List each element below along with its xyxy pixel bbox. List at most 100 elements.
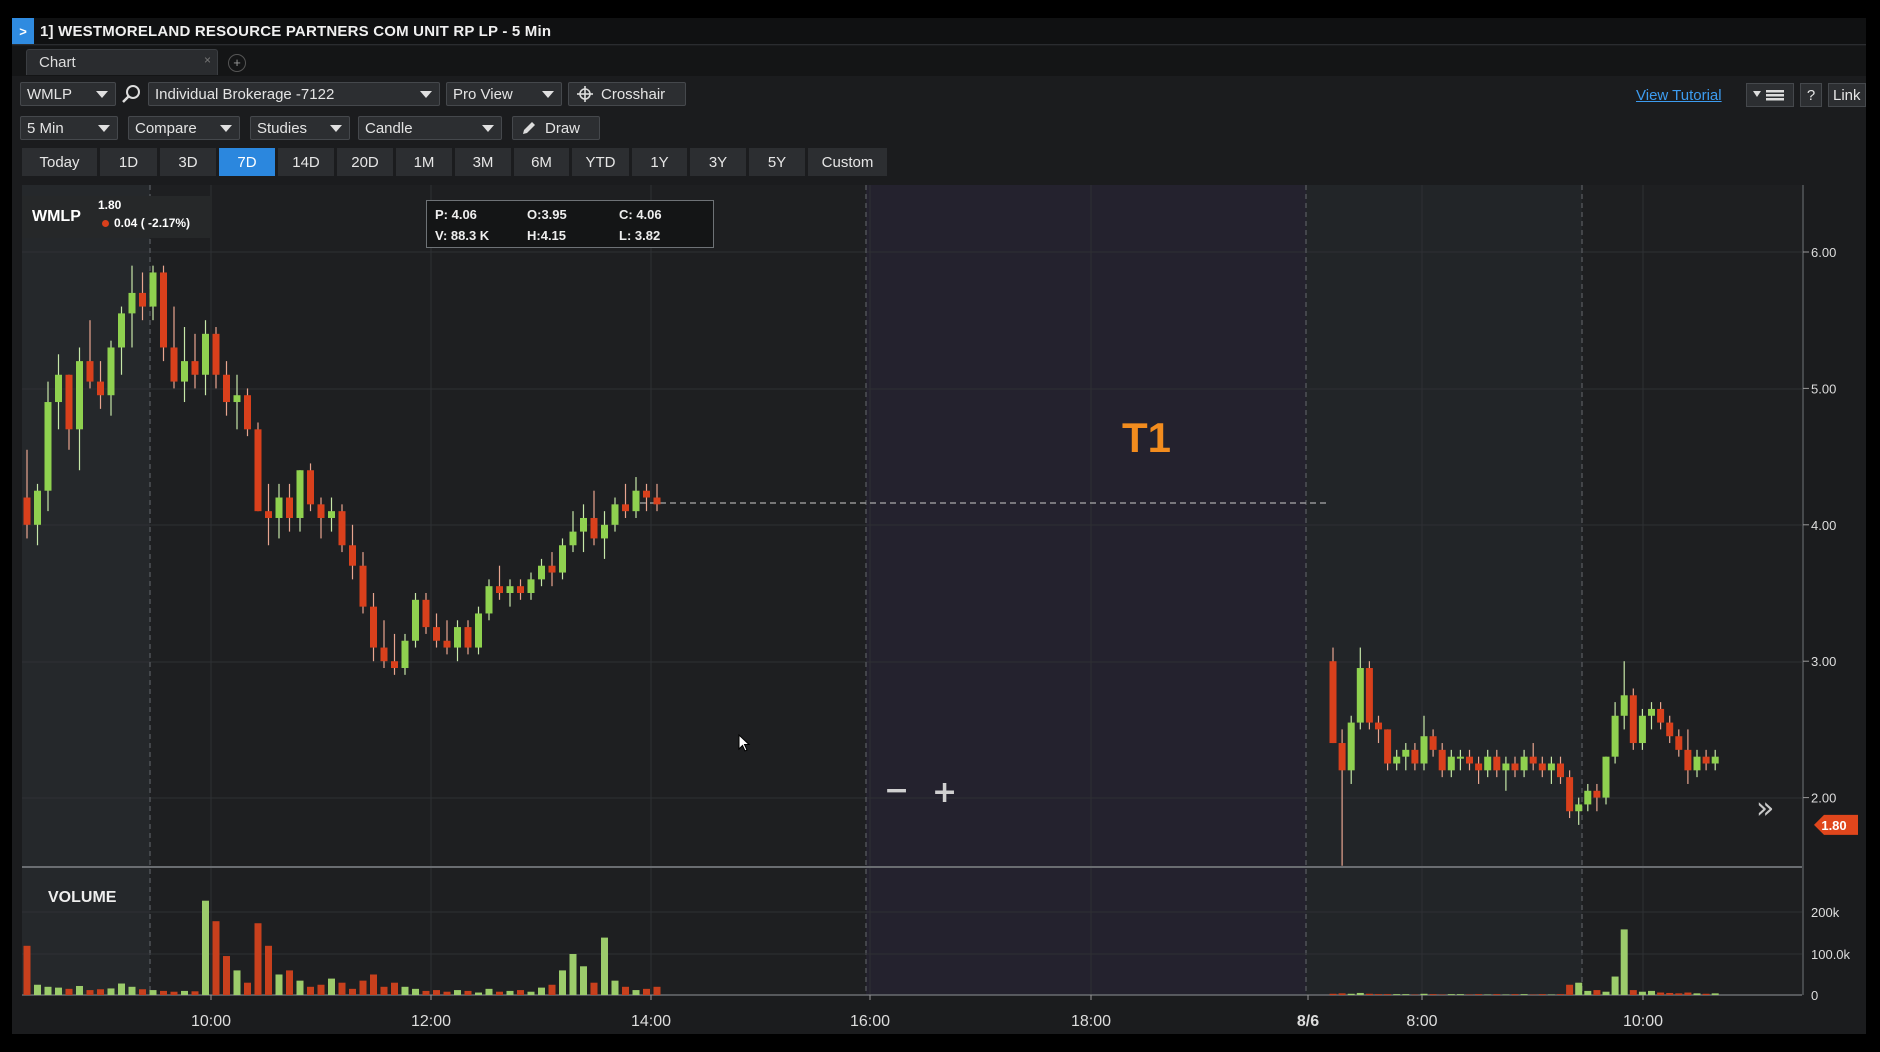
zoom-out-icon[interactable]: − [884,773,909,808]
ohlc-close: C: 4.06 [619,207,662,222]
view-value: Pro View [453,85,513,103]
candle-volume-bar [1648,990,1655,995]
candle-volume-bar [496,991,503,995]
candle-volume-bar [422,990,430,995]
candle-body [1638,715,1646,744]
interval-select[interactable]: 5 Min [20,116,118,140]
draw-button[interactable]: Draw [512,116,600,140]
candle-body [286,497,293,518]
candle-body [244,395,251,430]
candle-body [401,640,409,669]
candle-volume-bar [391,982,398,995]
draw-label: Draw [545,119,581,137]
add-tab-icon[interactable]: + [228,54,246,72]
candle-body [254,429,262,512]
studies-select[interactable]: Studies [250,116,350,140]
candle-volume-bar [1711,993,1719,995]
candle-volume-bar [212,921,220,995]
period-ytd[interactable]: YTD [572,148,630,176]
down-arrow-icon [102,220,109,227]
expand-right-icon[interactable]: » [1756,791,1774,826]
candle-body [517,586,524,593]
candle-body [380,647,388,662]
candle-body [1629,695,1637,744]
link-button[interactable]: Link [1828,83,1866,107]
candle-body [1602,756,1610,798]
period-1m[interactable]: 1M [396,148,453,176]
ohlc-volume: V: 88.3 K [435,228,490,243]
view-tutorial-link[interactable]: View Tutorial [1636,87,1722,104]
crosshair-button[interactable]: Crosshair [568,82,686,106]
chevron-down-icon [542,91,554,98]
period-1d[interactable]: 1D [100,148,158,176]
candle-body [601,524,608,539]
period-14d[interactable]: 14D [278,148,335,176]
period-7d[interactable]: 7D [219,148,276,176]
price-tick-label: 2.00 [1811,791,1836,806]
crosshair-icon [577,86,593,102]
candle-volume-bar [1593,990,1601,995]
candle-body [538,565,545,580]
candle-body [1329,661,1337,744]
candle-body [1593,790,1601,798]
period-custom[interactable]: Custom [808,148,888,176]
layout-menu-button[interactable] [1746,83,1794,107]
window-menu-icon[interactable]: > [12,18,34,44]
candle-volume-bar [149,990,157,995]
candle-volume-bar [380,986,388,995]
time-tick-label: 8/6 [1297,1013,1319,1030]
tab-close-icon[interactable]: × [203,53,211,67]
candle-body [1529,756,1537,764]
period-5y[interactable]: 5Y [749,148,806,176]
view-select[interactable]: Pro View [446,82,562,106]
pencil-icon [523,122,535,134]
candle-volume-bar [1329,993,1337,995]
volume-tick-label: 100.0k [1811,947,1851,962]
candle-body [1648,708,1655,716]
candle-body [1493,756,1501,771]
chart-type-select[interactable]: Candle [358,116,502,140]
candle-body [1384,729,1392,764]
candle-volume-bar [202,900,209,995]
tab-label: Chart [39,54,76,71]
candle-volume-bar [1602,991,1610,995]
period-6m[interactable]: 6M [514,148,570,176]
candle-body [44,402,52,491]
chevron-down-icon [420,91,432,98]
symbol-value: WMLP [27,85,72,103]
window-title: 1] WESTMORELAND RESOURCE PARTNERS COM UN… [40,22,552,40]
candle-volume-bar [1584,990,1592,995]
period-3d[interactable]: 3D [160,148,217,176]
symbol-select[interactable]: WMLP [20,82,116,106]
candle-body [548,565,556,573]
candle-volume-bar [275,974,283,995]
candle-volume-bar [1456,994,1464,995]
candle-volume-bar [160,990,167,995]
candle-volume-bar [601,937,608,995]
candle-body [65,374,73,430]
mouse-cursor-icon [738,734,751,752]
chevron-down-icon [330,125,342,132]
candle-body [643,490,650,498]
candle-body [580,517,587,532]
candle-body [1511,763,1519,771]
candle-body [1475,763,1483,771]
help-button[interactable]: ? [1800,83,1822,107]
search-icon[interactable] [120,83,142,105]
candle-volume-bar [286,970,293,995]
period-3y[interactable]: 3Y [690,148,747,176]
tab-chart[interactable]: Chart × [26,49,218,75]
period-20d[interactable]: 20D [337,148,394,176]
candle-volume-bar [76,985,83,995]
zoom-in-icon[interactable]: + [932,775,957,810]
candle-body [1620,695,1628,716]
candle-volume-bar [1520,994,1528,995]
compare-select[interactable]: Compare [128,116,240,140]
period-today[interactable]: Today [22,148,98,176]
candle-volume-bar [1511,994,1519,995]
ohlc-price: P: 4.06 [435,207,477,222]
account-select[interactable]: Individual Brokerage -7122 [148,82,440,106]
period-1y[interactable]: 1Y [632,148,688,176]
period-3m[interactable]: 3M [455,148,512,176]
